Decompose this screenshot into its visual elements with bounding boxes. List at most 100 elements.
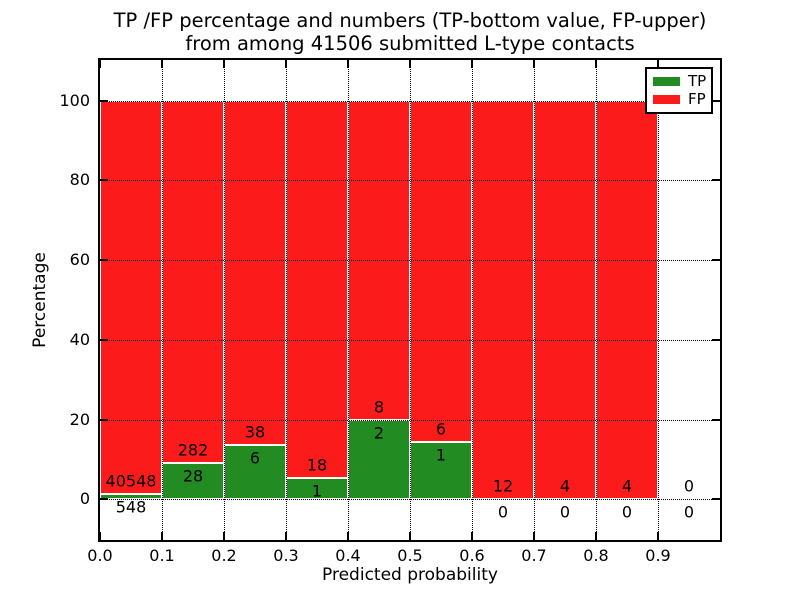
y-tick [100,338,108,341]
x-tick [409,532,411,540]
y-tick [100,99,108,102]
y-tick-label: 20 [69,409,90,429]
fp-count-label: 40548 [105,471,157,491]
x-tick [471,532,473,540]
y-tick [712,179,720,182]
y-tick [712,259,720,262]
x-tick [533,60,535,68]
x-tick-label: 0.8 [583,546,609,565]
x-gridline [162,60,163,540]
fp-count-label: 12 [492,476,514,496]
bar-fp-segment [162,100,224,464]
x-tick [595,532,597,540]
bar-tp-segment [410,442,472,500]
x-tick-label: 0.2 [211,546,237,565]
x-tick [533,532,535,540]
x-tick [657,532,659,540]
fp-count-label: 282 [177,440,209,460]
bar-fp-segment [286,100,348,479]
x-gridline [472,60,473,540]
x-tick [223,60,225,68]
x-tick [223,532,225,540]
fp-count-label: 4 [621,476,633,496]
y-tick-label: 100 [59,90,90,110]
x-tick-label: 0.7 [521,546,547,565]
y-tick [100,498,108,501]
tp-swatch-icon [653,76,680,86]
x-gridline [658,60,659,540]
tp-count-label: 28 [182,466,204,486]
fp-swatch-icon [653,95,680,105]
tp-count-label: 0 [559,502,571,522]
tp-count-label: 1 [311,481,323,501]
x-gridline [286,60,287,540]
x-tick [161,532,163,540]
x-tick [99,60,101,68]
x-gridline [596,60,597,540]
fp-count-label: 8 [373,397,385,417]
x-tick-label: 0.4 [335,546,361,565]
x-tick [471,60,473,68]
x-tick-label: 0.5 [397,546,423,565]
x-gridline [534,60,535,540]
x-tick [99,532,101,540]
bar-fp-segment [596,100,658,500]
x-tick [285,60,287,68]
y-tick [712,99,720,102]
chart-title-line1: TP /FP percentage and numbers (TP-bottom… [113,9,707,32]
bar-fp-segment [100,100,162,495]
y-tick [712,498,720,501]
x-gridline [348,60,349,540]
x-tick [595,60,597,68]
fp-count-label: 4 [559,476,571,496]
x-tick [409,60,411,68]
x-gridline [410,60,411,540]
x-tick-label: 0.1 [149,546,175,565]
x-tick-label: 0.9 [645,546,671,565]
bar-fp-segment [472,100,534,500]
tp-count-label: 1 [435,445,447,465]
legend-label-fp: FP [688,90,706,109]
x-tick [347,532,349,540]
tp-count-label: 6 [249,448,261,468]
fp-count-label: 38 [244,422,266,442]
x-tick-label: 0.0 [87,546,113,565]
fp-count-label: 18 [306,455,328,475]
y-tick-label: 0 [79,489,90,509]
tp-count-label: 0 [683,502,695,522]
bar-tp-segment [100,494,162,500]
bar-tp-segment [348,419,410,500]
x-gridline [224,60,225,540]
y-tick-label: 40 [69,329,90,349]
bar-fp-segment [410,100,472,443]
y-tick-label: 60 [69,250,90,270]
fp-count-label: 6 [435,419,447,439]
tp-count-label: 0 [497,502,509,522]
chart-title: TP /FP percentage and numbers (TP-bottom… [100,9,720,55]
y-tick [100,418,108,421]
tp-count-label: 548 [115,497,147,517]
y-tick [100,179,108,182]
legend: TP FP [645,67,713,114]
y-tick [712,418,720,421]
legend-label-tp: TP [688,71,707,90]
x-tick-label: 0.3 [273,546,299,565]
bar-fp-segment [534,100,596,500]
y-tick [100,259,108,262]
bar-tp-segment [162,463,224,500]
legend-entry-fp: FP [653,90,706,109]
y-tick [712,338,720,341]
fp-count-label: 0 [683,476,695,496]
x-tick [285,532,287,540]
x-tick [657,60,659,68]
y-tick-label: 80 [69,170,90,190]
x-tick [347,60,349,68]
bar-tp-segment [286,478,348,500]
legend-entry-tp: TP [653,71,707,90]
x-tick [161,60,163,68]
bar-fp-segment [348,100,410,420]
tp-count-label: 0 [621,502,633,522]
bar-fp-segment [224,100,286,445]
bar-tp-segment [224,444,286,500]
